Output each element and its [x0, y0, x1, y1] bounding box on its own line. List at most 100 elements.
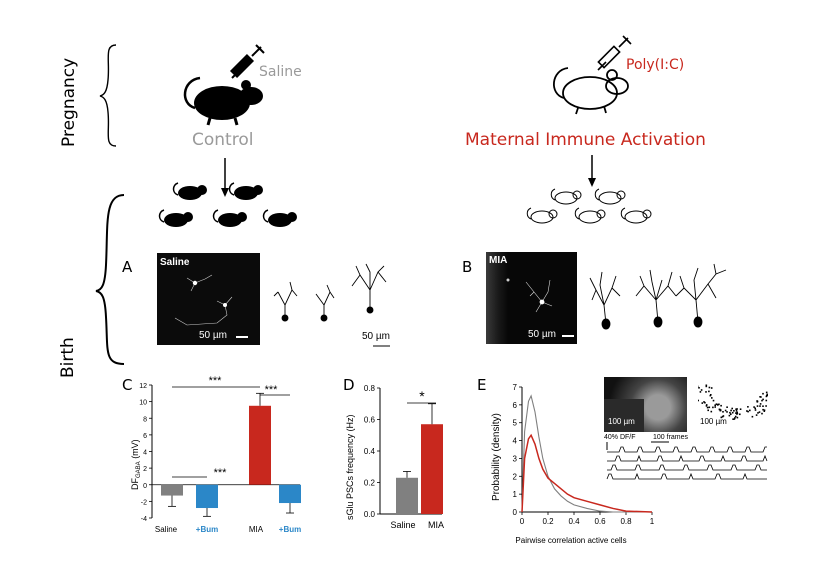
cell-dot	[726, 406, 728, 408]
cell-dot	[765, 399, 768, 402]
cell-map-scale: 100 µm	[700, 417, 727, 426]
cell-dot	[739, 413, 741, 416]
chart-e: Probability (density) Pairwise correlati…	[491, 383, 655, 545]
chart-c: DFGABA (mV) *** *** *** -4 -2 0 2 4 6 8 10 12 Sal…	[130, 375, 301, 534]
chart-e-ytick-label: 0	[513, 508, 518, 517]
cell-dot	[705, 385, 708, 388]
chart-c-category-label: +Bum	[279, 525, 301, 534]
cell-dot	[701, 402, 704, 404]
cell-dot	[759, 405, 761, 407]
cell-dot	[698, 387, 700, 389]
cell-dot	[747, 406, 749, 408]
chart-d-ylabel: sGlu PSCs frequency (Hz)	[345, 414, 355, 520]
cell-dot	[755, 414, 758, 416]
cell-dot	[734, 415, 737, 418]
cell-dot	[765, 395, 768, 398]
chart-c-ylabel: DFGABA (mV)	[130, 439, 142, 490]
cell-dot	[730, 413, 732, 415]
panel-letter-d: D	[343, 376, 355, 394]
cell-dot	[735, 410, 738, 412]
chart-d-bar	[421, 424, 443, 514]
chart-e-ytick-label: 3	[513, 454, 518, 463]
chart-c-category-label: MIA	[249, 525, 264, 534]
chart-e-ytick-label: 6	[513, 401, 518, 410]
saline-micrograph: Saline 50 µm	[157, 253, 260, 345]
chart-c-ytick-label: 2	[143, 466, 147, 473]
cell-dot	[765, 405, 767, 407]
cell-dot	[708, 390, 710, 393]
chart-e-xtick-label: 0	[520, 517, 525, 526]
chart-d-ytick-label: 0.0	[364, 510, 376, 519]
cell-dot	[722, 415, 725, 417]
trace-scale-label: 50 µm	[362, 331, 390, 342]
cell-dot	[754, 407, 756, 410]
chart-d: sGlu PSCs frequency (Hz) * 0.0 0.2 0.4 0.6 0…	[345, 384, 444, 530]
mia-neuron-tracings	[589, 263, 727, 330]
chart-e-xlabel: Pairwise correlation active cells	[515, 536, 626, 545]
cell-dot	[714, 406, 716, 408]
calcium-trace	[607, 464, 767, 471]
chart-c-ytick-label: 0	[143, 483, 147, 490]
cell-dot	[733, 418, 736, 420]
chart-d-ytick-label: 0.4	[364, 447, 376, 456]
calcium-trace	[606, 472, 767, 480]
saline-injection-label: Saline	[259, 64, 302, 80]
cell-dot	[763, 409, 766, 411]
cell-dot	[709, 394, 712, 397]
cell-dot	[761, 412, 763, 415]
cell-dot	[721, 415, 724, 418]
cell-dot	[762, 398, 764, 401]
cell-dot	[739, 408, 742, 410]
chart-c-sig-left: ***	[214, 467, 228, 479]
cell-dot	[710, 387, 713, 389]
cell-dot	[747, 410, 749, 413]
chart-c-sig-right: ***	[265, 384, 279, 396]
cell-dot	[756, 405, 759, 407]
panel-letter-b: B	[462, 258, 473, 276]
panel-letter-a: A	[122, 258, 133, 276]
cell-dot	[728, 414, 731, 417]
chart-c-bar	[161, 484, 183, 496]
cell-dot	[715, 403, 718, 405]
cell-dot	[717, 404, 719, 406]
chart-c-category-label: +Bum	[196, 525, 218, 534]
cell-dot	[757, 412, 759, 414]
chart-e-ytick-label: 1	[513, 490, 518, 499]
saline-neuron-tracings	[273, 263, 387, 322]
dff-scale: 40% DF/F	[604, 434, 636, 441]
chart-e-ylabel: Probability (density)	[491, 413, 502, 501]
cell-dot	[736, 408, 738, 410]
calcium-trace	[607, 446, 767, 453]
cell-dot	[706, 406, 709, 409]
chart-d-sig: *	[419, 388, 425, 404]
pregnancy-brace	[99, 44, 117, 147]
cell-dot	[708, 386, 711, 389]
chart-e-xtick-label: 1	[650, 517, 655, 526]
cell-dot	[722, 411, 724, 413]
cell-dot	[736, 416, 739, 419]
chart-e-ytick-label: 7	[513, 383, 518, 392]
chart-c-ytick-label: 4	[143, 450, 147, 457]
saline-micro-scale: 50 µm	[199, 330, 227, 341]
cell-dot	[736, 411, 738, 414]
cell-dot	[705, 405, 708, 407]
chart-d-bar	[396, 477, 418, 514]
mia-micro-scale: 50 µm	[528, 329, 556, 340]
cell-dot	[705, 391, 707, 393]
calcium-scale: 100 µm	[608, 417, 635, 426]
cell-dot	[711, 397, 713, 399]
cell-dot	[754, 409, 757, 411]
cell-dot	[736, 412, 739, 415]
cell-dot	[726, 411, 728, 413]
cell-dot	[707, 409, 709, 412]
cell-map	[698, 384, 768, 420]
chart-c-ytick-label: 10	[139, 400, 147, 407]
cell-dot	[704, 401, 706, 404]
cell-dot	[699, 391, 702, 393]
birth-brace	[95, 194, 125, 365]
chart-c-bar	[196, 484, 218, 509]
chart-c-sig-top: ***	[209, 375, 223, 387]
chart-d-ytick-label: 0.8	[364, 384, 376, 393]
control-title: Control	[192, 130, 254, 150]
